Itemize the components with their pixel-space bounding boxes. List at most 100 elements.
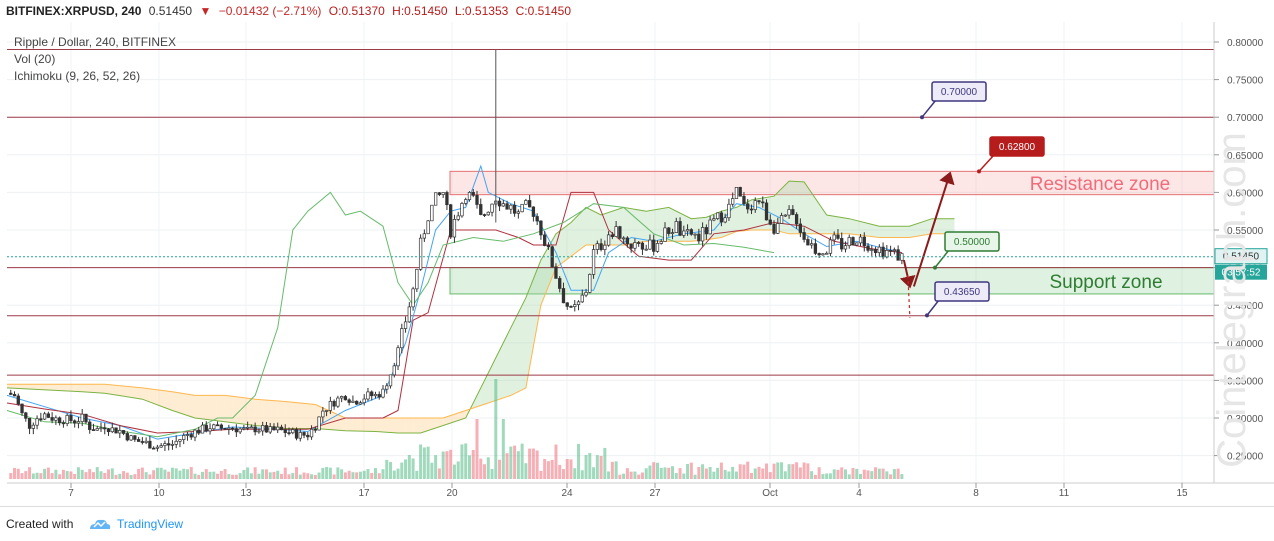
callout-box [934,281,990,302]
candle-body [230,427,235,430]
volume-bar [272,471,276,479]
x-tick-label: 11 [1059,488,1070,499]
volume-bar [806,463,810,479]
candle-body [614,226,618,237]
volume-bar [88,469,92,479]
legend-vol[interactable]: Vol (20) [14,52,56,66]
cloud-segment [586,207,594,245]
cloud-segment [571,215,579,257]
candle-body [121,430,126,434]
countdown-text: 03:57:52 [1222,268,1261,279]
x-axis[interactable]: 7 10 13 17 20 24 27 Oct 4 8 11 15 [68,483,1188,499]
candle-body [306,434,310,438]
cloud-segment [744,199,752,231]
legend-title[interactable]: Ripple / Dollar, 240, BITFINEX [14,35,177,49]
candle-body [377,394,381,398]
candle-body [57,417,62,424]
volume-bar [693,474,697,479]
candle-body [298,432,302,439]
plot-area[interactable] [7,22,1214,506]
cloud-segment [89,384,98,393]
volume-bar [219,470,223,479]
candle-body [208,428,212,432]
volume-bar [411,458,415,479]
cloud-segment [834,216,842,234]
price-chart[interactable]: 0.70000 0.62800 0.50000 0.43650 Resistance … [0,0,1274,506]
volume-bar [185,469,189,479]
cloud-segment [240,397,248,425]
candle-body [543,234,547,246]
volume-bar [810,471,814,479]
cloud-segment [164,390,173,411]
volume-bar [847,474,851,479]
candle-body [847,237,851,246]
candle-body [106,428,111,433]
candle-body [125,433,129,441]
candle-body [535,216,539,222]
volume-bar [832,469,836,479]
candle-body [110,427,114,433]
volume-bar [437,468,441,479]
candle-body [885,250,889,258]
candle-body [12,394,17,397]
volume-bar [828,473,832,479]
volume-bar [144,472,148,479]
volume-bar [802,462,806,479]
candle-body [689,229,693,235]
volume-bar [475,419,479,479]
projection-dip-line [907,275,911,318]
volume-bar [415,470,419,479]
volume-bar [599,455,603,479]
volume-bar [13,467,17,479]
candle-body [663,227,667,242]
candle-body [464,199,468,204]
cloud-segment [638,209,647,243]
candle-body [479,204,483,215]
candle-body [114,427,118,434]
cloud-segment [112,384,120,396]
volume-bar [430,462,434,479]
volume-bar [99,471,103,479]
cloud-segment [352,418,361,432]
cloud-segment [879,226,887,238]
volume-bar [50,473,54,479]
cloud-segment [924,218,932,235]
volume-bar [843,469,847,479]
cloud-segment [774,188,782,232]
candle-body [712,218,716,221]
candle-body [569,306,573,308]
volume-bar [840,467,844,479]
volume-bar [434,455,438,479]
cloud-segment [67,384,75,392]
candle-body [580,294,584,303]
candle-body [257,430,261,433]
tradingview-cloud-icon[interactable] [88,516,112,535]
cloud-segment [428,418,436,431]
tradingview-link[interactable]: TradingView [117,517,184,531]
candle-body [16,395,20,405]
price-change: −0.01432 (−2.71%) [218,4,322,18]
legend-ichimoku[interactable]: Ichimoku (9, 26, 52, 26) [14,69,141,83]
candle-body [652,239,656,252]
candle-body [249,426,254,429]
candle-body [749,208,754,211]
volume-bar [851,467,855,479]
volume-bar [595,455,599,479]
candle-body [584,292,588,296]
volume-bar [223,469,227,479]
candle-body [768,219,772,225]
cloud-segment [947,218,955,234]
volume-bar [347,470,351,479]
candle-body [366,391,370,400]
volume-bar [772,463,776,479]
candle-body [200,424,205,434]
volume-bar [678,468,682,479]
symbol-label[interactable]: BITFINEX:XRPUSD, 240 [6,4,142,18]
volume-bar [197,474,201,479]
volume-bar [490,469,494,479]
candle-body [719,212,724,223]
candle-body [302,432,306,436]
volume-bar [95,467,99,479]
volume-bar [889,474,893,479]
current-price-text: 0.51450 [1223,252,1260,263]
